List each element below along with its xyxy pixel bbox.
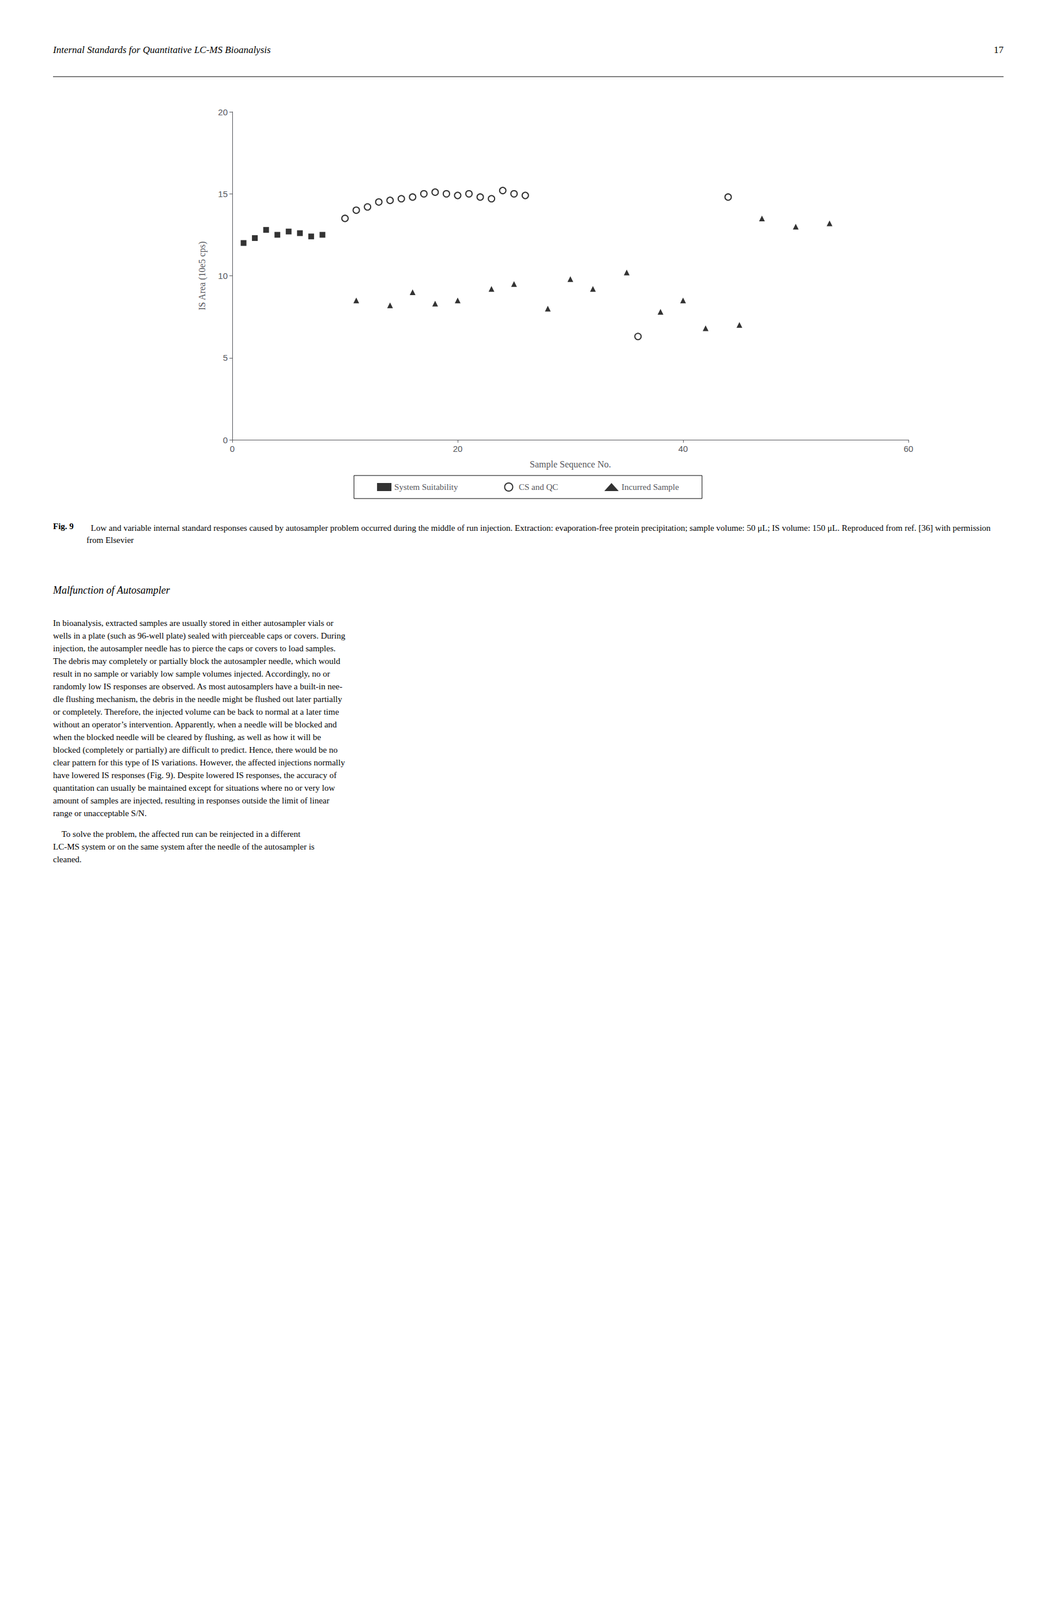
svg-text:from Elsevier: from Elsevier	[86, 535, 134, 545]
svg-text:The debris may completely or p: The debris may completely or partially b…	[53, 656, 341, 666]
svg-text:15: 15	[217, 189, 228, 199]
svg-text:have lowered IS responses (Fig: have lowered IS responses (Fig. 9). Desp…	[53, 770, 337, 781]
svg-text:randomly low IS responses are: randomly low IS responses are observed. …	[53, 681, 343, 692]
svg-text:when the blocked needle will b: when the blocked needle will be cleared …	[53, 732, 322, 742]
svg-text:range or unacceptable S/N.: range or unacceptable S/N.	[53, 808, 147, 818]
svg-text:wells in a plate (such as 96-w: wells in a plate (such as 96-well plate)…	[53, 631, 346, 641]
svg-text:0: 0	[223, 435, 228, 445]
svg-text:dle flushing mechanism, the de: dle flushing mechanism, the debris in th…	[53, 694, 343, 704]
svg-text:result in no sample or variabl: result in no sample or variably low samp…	[53, 669, 331, 679]
svg-text:Fig. 9: Fig. 9	[53, 521, 74, 531]
svg-text:Sample Sequence No.: Sample Sequence No.	[529, 459, 612, 470]
svg-text:Malfunction of Autosampler: Malfunction of Autosampler	[52, 584, 171, 597]
svg-text:20: 20	[217, 107, 228, 118]
svg-text:17: 17	[993, 44, 1005, 56]
svg-text:without an operator’s interven: without an operator’s intervention. Appa…	[53, 719, 338, 730]
svg-text:amount of samples are injected: amount of samples are injected, resultin…	[53, 796, 330, 806]
svg-text:blocked (completely or partial: blocked (completely or partially) are di…	[53, 745, 338, 756]
svg-text:Incurred Sample: Incurred Sample	[621, 482, 680, 492]
svg-text:injection, the autosampler nee: injection, the autosampler needle has to…	[53, 643, 336, 654]
svg-text:5: 5	[223, 352, 228, 363]
svg-text:quantitation can usually be ma: quantitation can usually be maintained e…	[53, 783, 335, 793]
svg-text:or completely. Therefore, the: or completely. Therefore, the injected v…	[53, 707, 339, 717]
svg-text:clear pattern for this type of: clear pattern for this type of IS variat…	[53, 757, 346, 768]
svg-text:60: 60	[903, 443, 914, 454]
svg-text:10: 10	[217, 270, 228, 281]
svg-text:Low and variable internal stan: Low and variable internal standard respo…	[86, 523, 993, 533]
svg-text:IS Area (10e5 cps): IS Area (10e5 cps)	[197, 241, 208, 311]
svg-text:LC-MS system or on the same sy: LC-MS system or on the same system after…	[53, 842, 315, 852]
svg-text:To solve the problem, the affe: To solve the problem, the affected run c…	[53, 829, 301, 839]
svg-text:0: 0	[229, 443, 235, 454]
svg-text:Internal Standards for Quantit: Internal Standards for Quantitative LC-M…	[52, 44, 271, 56]
svg-text:In bioanalysis, extracted samp: In bioanalysis, extracted samples are us…	[53, 618, 334, 628]
svg-text:40: 40	[678, 443, 689, 454]
svg-text:System Suitability: System Suitability	[394, 482, 459, 492]
svg-text:20: 20	[453, 443, 463, 454]
svg-text:cleaned.: cleaned.	[53, 854, 82, 865]
svg-text:CS and QC: CS and QC	[518, 482, 558, 492]
